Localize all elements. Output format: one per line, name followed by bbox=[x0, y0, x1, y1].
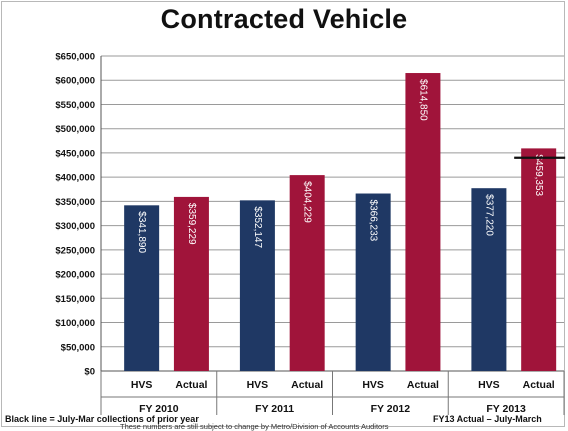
x-tick-label: HVS bbox=[131, 379, 153, 391]
bar-actual bbox=[173, 196, 209, 371]
bar-actual bbox=[405, 73, 441, 371]
y-tick-label: $250,000 bbox=[55, 245, 95, 256]
x-tick-label: Actual bbox=[291, 379, 323, 391]
group-label: FY 2013 bbox=[486, 403, 526, 415]
group-label: FY 2010 bbox=[139, 403, 179, 415]
data-label: $359,229 bbox=[186, 203, 197, 245]
x-tick-label: Actual bbox=[407, 379, 439, 391]
data-label: $404,229 bbox=[302, 181, 313, 223]
x-tick-label: HVS bbox=[478, 379, 500, 391]
data-label: $614,850 bbox=[417, 79, 428, 121]
note-black-line: Black line = July-Mar collections of pri… bbox=[5, 414, 199, 424]
x-tick-label: Actual bbox=[175, 379, 207, 391]
y-tick-label: $450,000 bbox=[55, 148, 95, 159]
y-tick-label: $500,000 bbox=[55, 124, 95, 135]
x-tick-label: HVS bbox=[362, 379, 384, 391]
y-tick-label: $200,000 bbox=[55, 270, 95, 281]
data-label: $377,220 bbox=[483, 194, 494, 236]
bar-hvs bbox=[471, 188, 507, 371]
bar-hvs bbox=[239, 200, 275, 371]
data-label: $459,353 bbox=[533, 154, 544, 196]
data-label: $352,147 bbox=[252, 206, 263, 248]
bar-actual bbox=[289, 175, 325, 371]
y-tick-label: $400,000 bbox=[55, 173, 95, 184]
note-fy13-actual: FY13 Actual – July-March bbox=[433, 414, 542, 424]
y-tick-label: $50,000 bbox=[61, 342, 95, 353]
data-label: $366,233 bbox=[368, 200, 379, 242]
group-label: FY 2011 bbox=[255, 403, 294, 415]
y-tick-label: $100,000 bbox=[55, 318, 95, 329]
y-tick-label: $0 bbox=[84, 367, 95, 378]
y-tick-label: $550,000 bbox=[55, 100, 95, 111]
group-label: FY 2012 bbox=[371, 403, 411, 415]
x-tick-label: HVS bbox=[247, 379, 269, 391]
y-tick-label: $350,000 bbox=[55, 197, 95, 208]
y-tick-label: $650,000 bbox=[55, 52, 95, 63]
bar-hvs bbox=[355, 193, 391, 371]
note-subject-to-change: These numbers are still subject to chang… bbox=[120, 422, 389, 431]
bar-actual bbox=[521, 148, 557, 371]
x-tick-label: Actual bbox=[523, 379, 555, 391]
y-tick-label: $150,000 bbox=[55, 294, 95, 305]
y-tick-label: $600,000 bbox=[55, 76, 95, 87]
data-label: $341,890 bbox=[136, 211, 147, 253]
y-tick-label: $300,000 bbox=[55, 221, 95, 232]
chart-title: Contracted Vehicle bbox=[160, 4, 408, 34]
bar-hvs bbox=[124, 205, 160, 371]
